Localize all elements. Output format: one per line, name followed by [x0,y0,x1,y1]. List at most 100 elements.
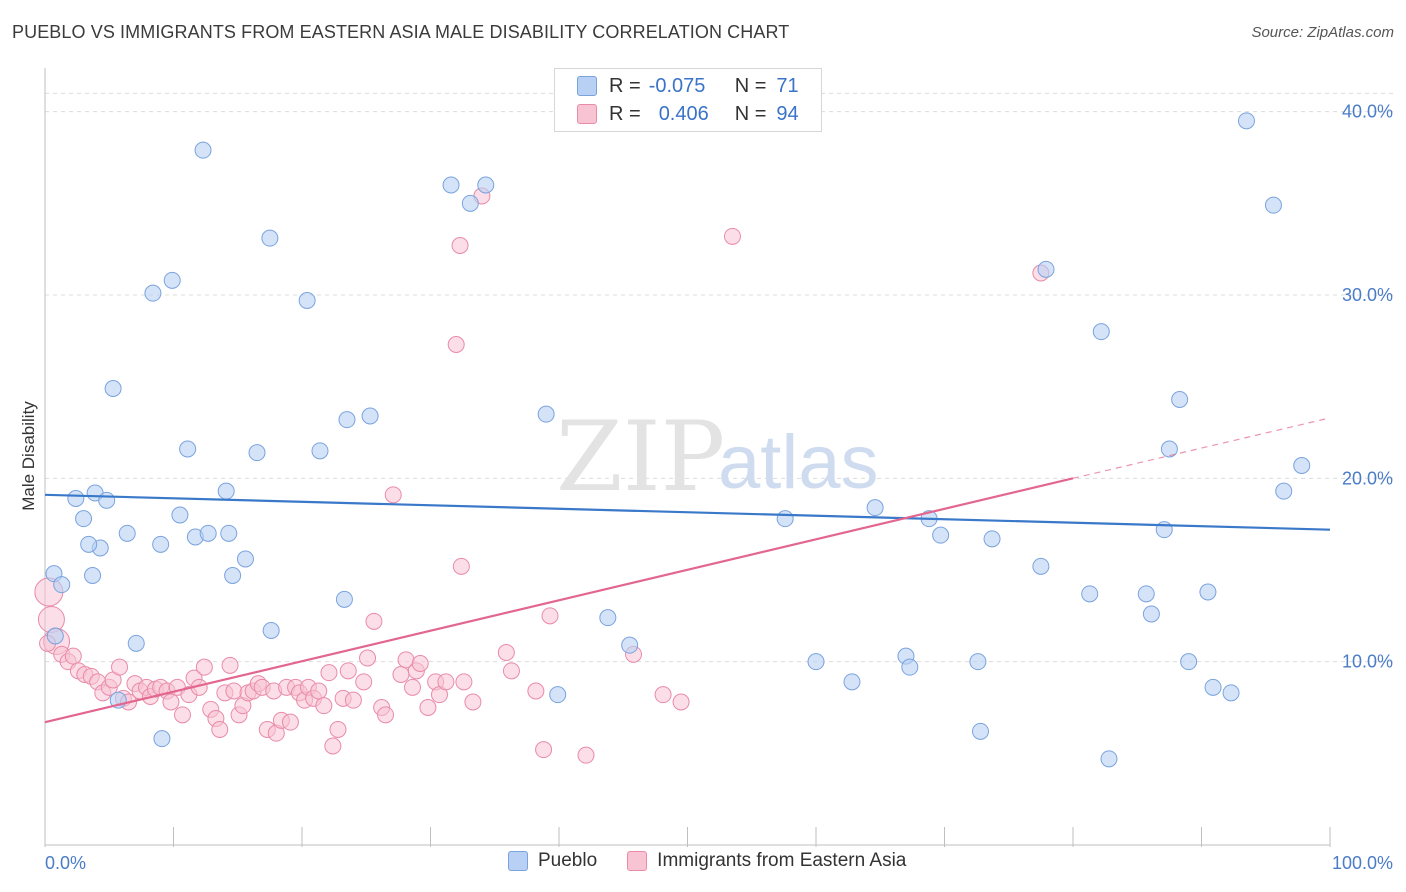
pueblo-point [932,526,950,544]
asia-point [654,686,672,704]
series-asia-points [34,187,1050,764]
pueblo-point [220,524,238,542]
asia-point [365,612,383,630]
asia-trend-line [44,477,1074,724]
asia-point [384,486,402,504]
pueblo-point [84,567,102,584]
pueblo-point [901,658,919,676]
asia-point [541,607,559,625]
pueblo-point [144,284,162,302]
pueblo-swatch [577,76,597,96]
y-tick-label: 40.0% [1342,102,1393,122]
asia-swatch [627,851,648,871]
pueblo-point [843,673,861,691]
pueblo-point [338,411,356,429]
pueblo-point [311,442,329,460]
asia-point [535,741,553,759]
asia-point [404,678,422,696]
pueblo-point [67,490,85,507]
pueblo-point [46,627,64,645]
y-tick-labels: 10.0% 20.0% 30.0% 40.0% [1342,102,1393,672]
pueblo-point [549,686,567,704]
asia-point [64,647,82,665]
asia-point [392,666,410,683]
asia-point [339,662,357,680]
legend-r-label: R = [609,74,641,97]
legend-r-value: -0.075 [648,74,706,97]
pueblo-point [224,567,242,584]
pueblo-point [1275,482,1293,500]
pueblo-point [152,535,170,553]
legend-n-label: N = [734,102,767,125]
pueblo-point [621,636,639,654]
pueblo-point [75,510,93,528]
pueblo-point [199,524,217,542]
pueblo-point [807,653,825,671]
asia-point [195,658,213,676]
pueblo-point [983,530,1001,548]
gridlines [45,92,1394,663]
pueblo-point [1081,585,1099,603]
legend-n-label: N = [734,74,767,97]
legend-row-pueblo: R = -0.075 N = 71 [577,73,799,99]
pueblo-point [98,491,116,509]
pueblo-point [1204,678,1222,696]
legend-r-value: 0.406 [658,102,709,125]
pueblo-swatch [508,851,528,871]
asia-point [211,721,229,738]
pueblo-point [1180,653,1198,671]
pueblo-point [866,499,884,517]
asia-point [447,336,465,353]
pueblo-point [127,634,145,652]
pueblo-point [969,653,987,671]
asia-point [497,644,515,661]
asia-point [672,693,690,711]
y-tick-label: 30.0% [1342,285,1393,305]
pueblo-point [179,440,197,458]
pueblo-point [171,506,189,524]
asia-point [723,227,741,245]
pueblo-point [1160,440,1178,458]
pueblo-point [361,407,379,425]
pueblo-point [298,292,316,309]
asia-point [324,737,342,755]
y-tick-label: 10.0% [1342,652,1393,672]
x-tick-labels: 0.0% 100.0% [45,853,1393,873]
asia-point [419,699,437,716]
pueblo-point [971,722,989,740]
pueblo-point [1092,323,1110,341]
asia-trend-extension [1072,417,1331,479]
pueblo-point [1293,457,1311,474]
pueblo-point [261,229,279,247]
pueblo-point [163,271,181,289]
bottom-legend: Pueblo Immigrants from Eastern Asia [508,850,906,872]
pueblo-point [1032,557,1050,575]
asia-point [281,713,299,731]
legend-asia-label: Immigrants from Eastern Asia [657,850,907,871]
watermark-atlas: atlas [718,420,879,505]
pueblo-point [1222,684,1240,702]
asia-point [310,682,328,700]
pueblo-point [1264,196,1282,214]
pueblo-point [118,524,136,542]
x-tick-label: 100.0% [1332,853,1393,873]
y-axis-label: Male Disability [19,401,38,511]
legend-n-value: 94 [776,102,799,125]
pueblo-point [194,141,212,159]
asia-point [320,664,338,682]
watermark: ZIP atlas [556,401,879,513]
pueblo-point [1237,112,1255,130]
asia-point [344,691,362,709]
asia-point [455,673,473,691]
watermark-zip: ZIP [556,401,725,513]
asia-point [355,673,373,691]
legend-r-label: R = [609,102,641,125]
series-pueblo-points [45,112,1311,768]
x-tick-label: 0.0% [45,853,86,873]
pueblo-point [776,510,794,528]
chart-title: PUEBLO VS IMMIGRANTS FROM EASTERN ASIA M… [12,22,790,42]
asia-point [452,557,470,575]
pueblo-point [461,194,479,212]
legend-pueblo-label: Pueblo [538,850,598,871]
